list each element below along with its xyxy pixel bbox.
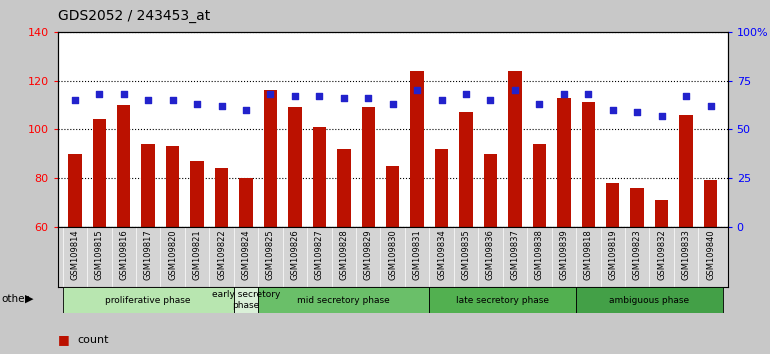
Point: [607, 107, 619, 113]
Bar: [166, 146, 179, 227]
Text: ambiguous phase: ambiguous phase: [609, 296, 689, 304]
Text: GSM109832: GSM109832: [657, 230, 666, 280]
Point: [216, 103, 228, 109]
Bar: [484, 154, 497, 227]
Point: [484, 97, 497, 103]
Bar: [386, 166, 400, 227]
Text: GSM109831: GSM109831: [413, 230, 422, 280]
FancyBboxPatch shape: [234, 287, 258, 313]
Bar: [215, 168, 228, 227]
Text: GSM109820: GSM109820: [168, 230, 177, 280]
Point: [582, 91, 594, 97]
Bar: [557, 98, 571, 227]
Text: GSM109837: GSM109837: [511, 230, 520, 280]
Text: GSM109839: GSM109839: [559, 230, 568, 280]
Bar: [410, 71, 424, 227]
Bar: [460, 112, 473, 227]
Text: GSM109827: GSM109827: [315, 230, 324, 280]
Bar: [92, 120, 106, 227]
Text: GSM109815: GSM109815: [95, 230, 104, 280]
Bar: [704, 180, 718, 227]
Point: [191, 101, 203, 107]
Point: [93, 91, 105, 97]
Bar: [313, 127, 326, 227]
Text: ■: ■: [58, 333, 69, 346]
Point: [680, 93, 692, 99]
Bar: [142, 144, 155, 227]
Point: [289, 93, 301, 99]
Text: ■: ■: [58, 353, 69, 354]
Text: GSM109838: GSM109838: [535, 230, 544, 280]
Text: early secretory
phase: early secretory phase: [212, 290, 280, 310]
Bar: [581, 102, 595, 227]
Point: [411, 87, 424, 93]
Bar: [68, 154, 82, 227]
Point: [436, 97, 448, 103]
Point: [142, 97, 154, 103]
Text: GSM109835: GSM109835: [461, 230, 470, 280]
Point: [387, 101, 399, 107]
FancyBboxPatch shape: [430, 287, 576, 313]
Text: other: other: [2, 294, 29, 304]
Text: GSM109826: GSM109826: [290, 230, 300, 280]
Text: GSM109829: GSM109829: [363, 230, 373, 280]
Text: GSM109833: GSM109833: [681, 230, 691, 280]
Bar: [679, 115, 693, 227]
Text: GSM109834: GSM109834: [437, 230, 446, 280]
Point: [534, 101, 546, 107]
Text: GSM109824: GSM109824: [242, 230, 250, 280]
Point: [631, 109, 644, 115]
FancyBboxPatch shape: [576, 287, 723, 313]
Text: GSM109822: GSM109822: [217, 230, 226, 280]
FancyBboxPatch shape: [62, 287, 234, 313]
Bar: [117, 105, 130, 227]
Text: GSM109823: GSM109823: [633, 230, 641, 280]
Bar: [264, 90, 277, 227]
FancyBboxPatch shape: [258, 287, 430, 313]
Text: GDS2052 / 243453_at: GDS2052 / 243453_at: [58, 9, 210, 23]
Text: proliferative phase: proliferative phase: [105, 296, 191, 304]
Bar: [239, 178, 253, 227]
Point: [239, 107, 252, 113]
Bar: [337, 149, 350, 227]
Bar: [435, 149, 448, 227]
Bar: [631, 188, 644, 227]
Text: GSM109818: GSM109818: [584, 230, 593, 280]
Text: GSM109819: GSM109819: [608, 230, 618, 280]
Point: [509, 87, 521, 93]
Text: mid secretory phase: mid secretory phase: [297, 296, 390, 304]
Point: [705, 103, 717, 109]
Text: count: count: [77, 335, 109, 345]
Point: [313, 93, 326, 99]
Text: GSM109836: GSM109836: [486, 230, 495, 280]
Bar: [655, 200, 668, 227]
Text: late secretory phase: late secretory phase: [456, 296, 549, 304]
Bar: [508, 71, 521, 227]
Bar: [190, 161, 204, 227]
Text: GSM109821: GSM109821: [192, 230, 202, 280]
Bar: [533, 144, 546, 227]
Text: GSM109828: GSM109828: [340, 230, 348, 280]
Bar: [288, 107, 302, 227]
Text: GSM109816: GSM109816: [119, 230, 129, 280]
Text: GSM109817: GSM109817: [144, 230, 152, 280]
Point: [118, 91, 130, 97]
Bar: [606, 183, 619, 227]
Point: [264, 91, 276, 97]
Point: [362, 95, 374, 101]
Point: [166, 97, 179, 103]
Text: GSM109840: GSM109840: [706, 230, 715, 280]
Point: [337, 95, 350, 101]
Point: [460, 91, 472, 97]
Text: GSM109814: GSM109814: [70, 230, 79, 280]
Text: GSM109830: GSM109830: [388, 230, 397, 280]
Point: [69, 97, 81, 103]
Text: ▶: ▶: [25, 294, 34, 304]
Point: [557, 91, 570, 97]
Bar: [362, 107, 375, 227]
Point: [655, 113, 668, 118]
Text: GSM109825: GSM109825: [266, 230, 275, 280]
